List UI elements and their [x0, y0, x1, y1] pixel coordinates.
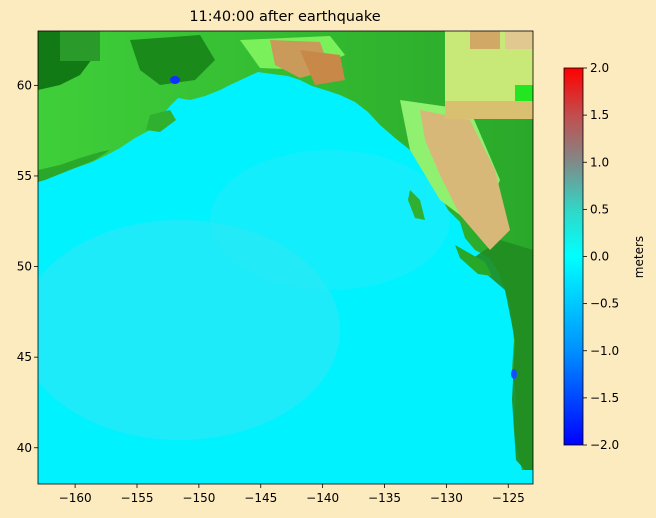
colorbar-tick-label: −1.0	[590, 344, 619, 358]
terrain-block	[470, 31, 500, 49]
kodiak-island	[146, 110, 176, 132]
y-axis: 40 45 50 55 60	[17, 78, 38, 455]
x-tick-label: −145	[244, 491, 277, 505]
colorbar-tick-label: 1.0	[590, 155, 609, 169]
x-tick-label: −155	[121, 491, 154, 505]
aleutian-islands	[38, 150, 110, 182]
ocean-shading	[38, 220, 340, 440]
colorbar-label: meters	[632, 236, 646, 278]
terrain-block	[60, 31, 100, 61]
colorbar-tick-label: 2.0	[590, 61, 609, 75]
y-tick-label: 60	[17, 78, 32, 92]
lowland-region	[470, 240, 533, 470]
terrain-block	[445, 101, 533, 119]
lowland-region	[130, 35, 215, 85]
y-tick-label: 50	[17, 260, 32, 274]
vancouver-island	[455, 245, 492, 276]
x-tick-label: −160	[59, 491, 92, 505]
y-tick-label: 55	[17, 169, 32, 183]
map-panel	[38, 31, 533, 484]
x-axis: −160 −155 −150 −145 −140 −135 −130 −125	[59, 484, 525, 505]
colorbar-tick-label: 0.5	[590, 202, 609, 216]
colorbar-tick-label: −1.5	[590, 391, 619, 405]
ocean-shading	[210, 150, 450, 290]
x-tick-label: −130	[430, 491, 463, 505]
wave-trough	[511, 369, 517, 379]
wave-trough	[170, 76, 180, 84]
colorbar-gradient	[563, 67, 584, 446]
x-tick-label: −140	[306, 491, 339, 505]
colorbar-tick-label: −0.5	[590, 297, 619, 311]
haida-gwaii	[408, 190, 425, 220]
colorbar: 2.0 1.5 1.0 0.5 0.0 −0.5 −1.0 −1.5 −2.0 meters	[563, 61, 646, 452]
x-tick-label: −135	[368, 491, 401, 505]
map-title: 11:40:00 after earthquake	[189, 9, 380, 25]
colorbar-tick-label: 1.5	[590, 108, 609, 122]
mountain-region	[300, 50, 345, 85]
terrain-block	[505, 31, 533, 49]
x-tick-label: −150	[182, 491, 215, 505]
y-tick-label: 40	[17, 441, 32, 455]
terrain-block	[515, 85, 533, 101]
colorbar-ticks: 2.0 1.5 1.0 0.5 0.0 −0.5 −1.0 −1.5 −2.0	[583, 61, 619, 452]
x-tick-label: −125	[492, 491, 525, 505]
mountain-region	[420, 110, 510, 250]
y-tick-label: 45	[17, 350, 32, 364]
colorbar-tick-label: 0.0	[590, 250, 609, 264]
map-frame	[37, 30, 534, 485]
colorbar-tick-label: −2.0	[590, 438, 619, 452]
